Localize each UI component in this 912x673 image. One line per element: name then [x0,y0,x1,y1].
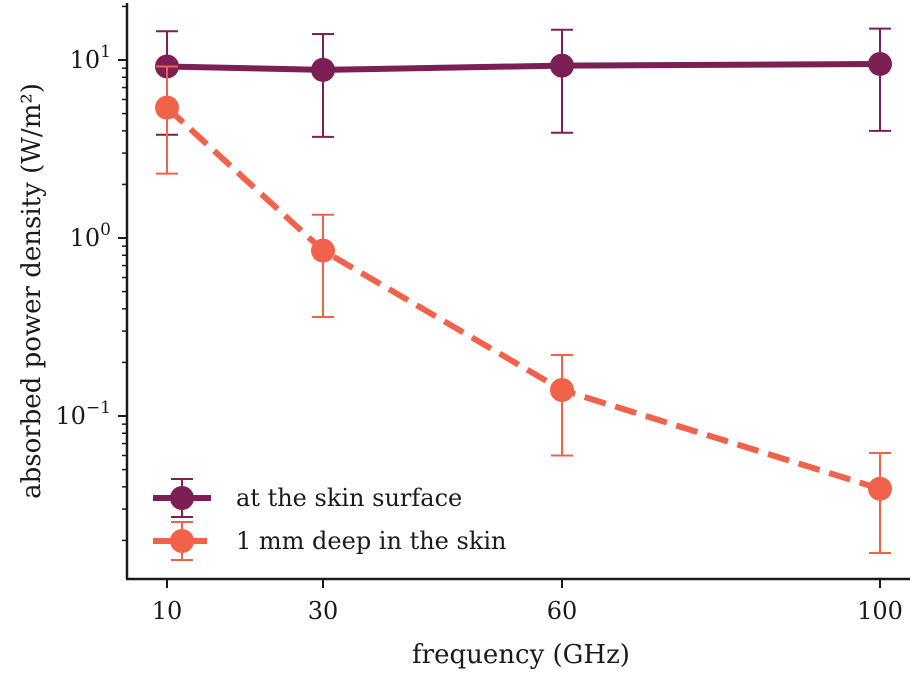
series-line [166,60,881,73]
series-2 [155,65,892,554]
y-tick-label: 100 [70,220,111,252]
data-point [550,377,574,402]
data-point [311,57,335,82]
x-tick-label: 60 [547,597,578,625]
y-tick-label: 10−1 [55,398,111,430]
legend-marker [170,529,194,553]
legend-item-1: at the skin surface [153,478,462,518]
x-tick-label: 30 [308,597,339,625]
legend-label: at the skin surface [236,484,462,512]
ticks: 10 30 60 100 101 100 10−1 [55,5,903,625]
data-point [311,238,335,263]
legend-item-2: 1 mm deep in the skin [153,521,507,561]
legend-marker [170,486,194,510]
legend: at the skin surface 1 mm deep in the skin [153,478,507,561]
y-axis-label: absorbed power density (W/m²) [17,83,47,499]
data-point [868,51,892,76]
series-layer [155,27,892,554]
data-point [550,53,574,78]
data-point [155,95,179,120]
data-point [868,476,892,501]
series-line [164,105,881,492]
x-axis-label: frequency (GHz) [412,640,630,670]
legend-label: 1 mm deep in the skin [236,527,507,555]
x-tick-label: 100 [857,597,903,625]
x-tick-label: 10 [152,597,183,625]
series-1 [155,27,892,138]
y-tick-label: 101 [70,42,111,74]
